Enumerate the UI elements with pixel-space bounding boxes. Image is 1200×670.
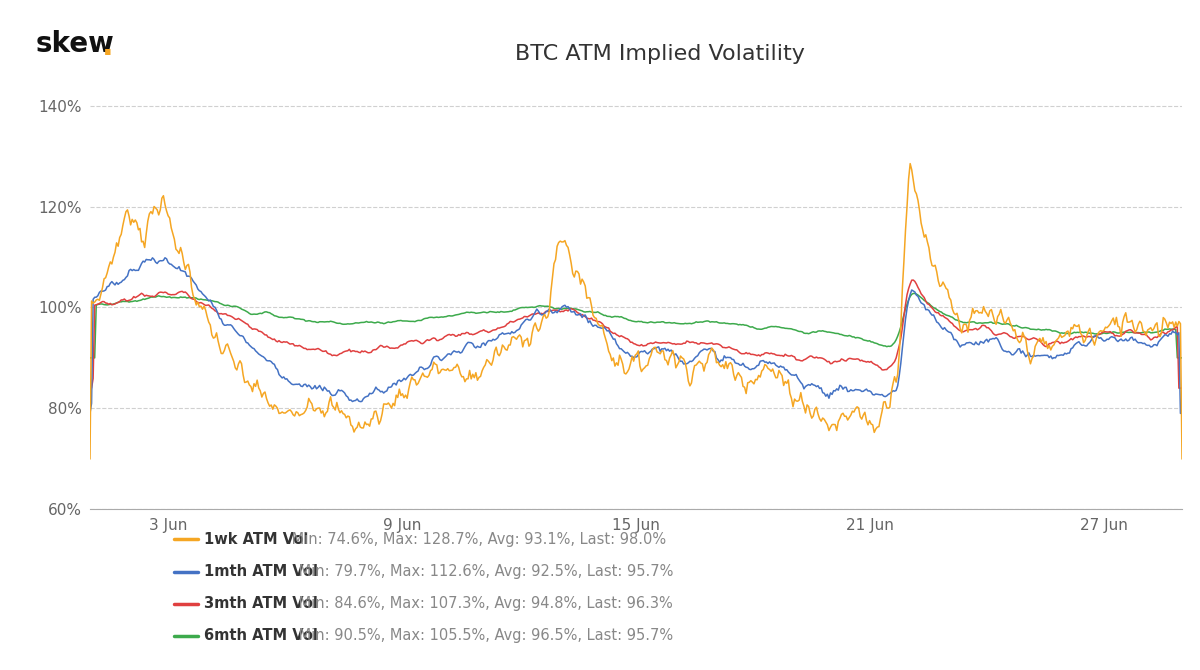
Text: 1wk ATM Vol: 1wk ATM Vol [204, 532, 308, 547]
Text: Min: 74.6%, Max: 128.7%, Avg: 93.1%, Last: 98.0%: Min: 74.6%, Max: 128.7%, Avg: 93.1%, Las… [287, 532, 666, 547]
Text: .: . [102, 32, 114, 61]
Text: 6mth ATM Vol: 6mth ATM Vol [204, 628, 318, 643]
Text: 3mth ATM Vol: 3mth ATM Vol [204, 596, 318, 611]
Text: skew: skew [36, 30, 115, 58]
Text: 1mth ATM Vol: 1mth ATM Vol [204, 564, 318, 579]
Text: BTC ATM Implied Volatility: BTC ATM Implied Volatility [515, 44, 805, 64]
Text: Min: 90.5%, Max: 105.5%, Avg: 96.5%, Last: 95.7%: Min: 90.5%, Max: 105.5%, Avg: 96.5%, Las… [294, 628, 673, 643]
Text: Min: 79.7%, Max: 112.6%, Avg: 92.5%, Last: 95.7%: Min: 79.7%, Max: 112.6%, Avg: 92.5%, Las… [294, 564, 673, 579]
Text: Min: 84.6%, Max: 107.3%, Avg: 94.8%, Last: 96.3%: Min: 84.6%, Max: 107.3%, Avg: 94.8%, Las… [294, 596, 672, 611]
